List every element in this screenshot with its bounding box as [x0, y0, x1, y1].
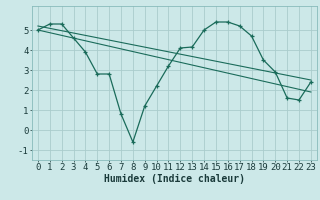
X-axis label: Humidex (Indice chaleur): Humidex (Indice chaleur)	[104, 174, 245, 184]
